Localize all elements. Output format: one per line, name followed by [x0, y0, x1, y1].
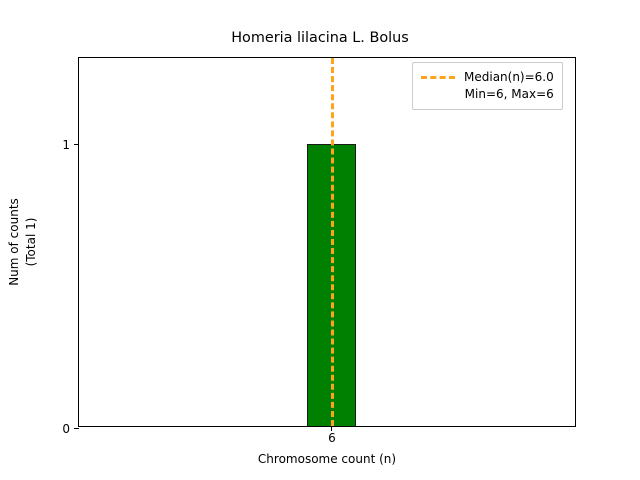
- median-line: [331, 58, 334, 426]
- x-axis-label: Chromosome count (n): [257, 452, 397, 466]
- x-tick-6: 6: [328, 426, 336, 445]
- legend-label-median: Median(n)=6.0: [464, 70, 554, 84]
- y-tick-1: 1: [62, 139, 79, 151]
- x-tick-label-6: 6: [328, 431, 336, 445]
- y-axis-label-line2: (Total 1): [24, 217, 38, 267]
- chart-title: Homeria lilacina L. Bolus: [231, 30, 409, 46]
- plot-inner: [79, 58, 575, 426]
- y-axis-label: Num of counts (Total 1): [6, 198, 40, 286]
- legend-entry-median: Median(n)=6.0: [421, 69, 554, 86]
- y-tick-label-0: 0: [62, 422, 70, 436]
- plot-area: 0 1 6: [62, 57, 576, 445]
- dashed-line-icon: [421, 76, 455, 79]
- y-tick-label-1: 1: [62, 138, 70, 152]
- chart-legend: Median(n)=6.0 Min=6, Max=6: [412, 62, 563, 110]
- y-axis-label-container: Num of counts (Total 1): [0, 57, 46, 427]
- y-tick-0: 0: [62, 423, 79, 435]
- y-axis-label-line1: Num of counts: [7, 198, 21, 286]
- legend-label-minmax: Min=6, Max=6: [464, 87, 554, 101]
- legend-entry-minmax: Min=6, Max=6: [421, 86, 554, 103]
